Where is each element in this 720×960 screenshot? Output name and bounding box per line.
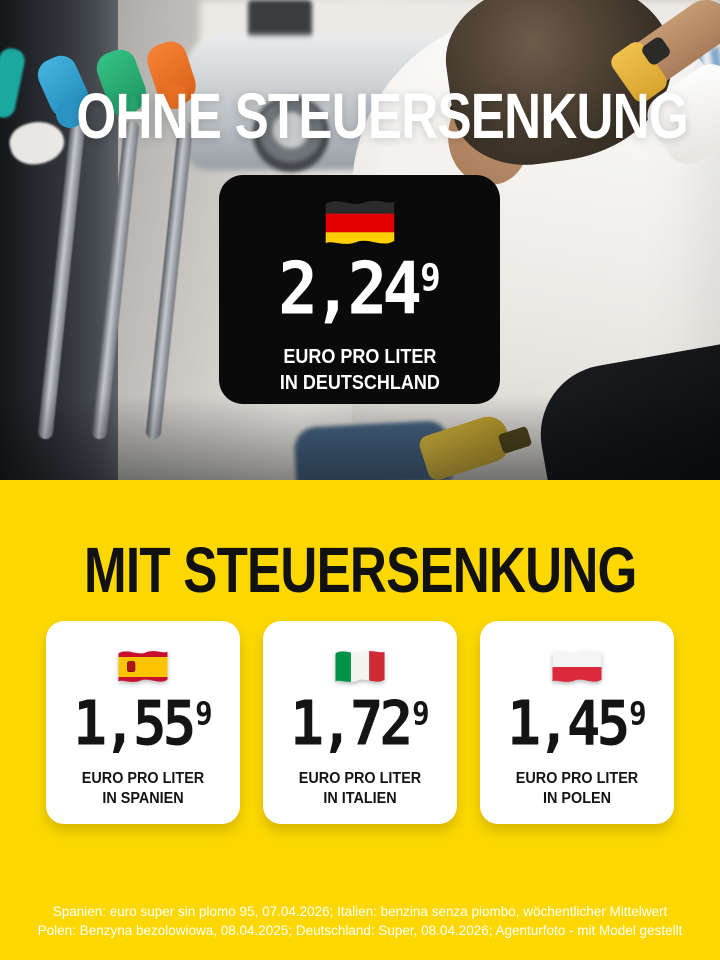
spain-price-value: 1,55 9 <box>73 688 213 760</box>
price-superscript: 9 <box>420 256 441 301</box>
germany-unit-label: EURO PRO LITER IN DEUTSCHLAND <box>279 344 439 396</box>
germany-flag-icon <box>321 195 399 251</box>
italy-price-value: 1,72 9 <box>290 688 430 760</box>
unit-line-2: IN DEUTSCHLAND <box>279 372 440 394</box>
price-superscript: 9 <box>195 694 213 733</box>
blue-nozzle-knob <box>56 100 84 128</box>
poland-price-value: 1,45 9 <box>507 688 647 760</box>
unit-line-1: EURO PRO LITER <box>81 770 205 787</box>
bottom-shade <box>0 395 720 480</box>
poland-unit-label: EURO PRO LITER IN POLEN <box>516 769 638 809</box>
poland-price-card: 1,45 9 EURO PRO LITER IN POLEN <box>480 621 674 824</box>
italy-price-card: 1,72 9 EURO PRO LITER IN ITALIEN <box>263 621 457 824</box>
headline-mit-steuersenkung: MIT STEUERSENKUNG <box>83 534 637 606</box>
unit-line-1: EURO PRO LITER <box>282 346 436 368</box>
spain-price-card: 1,55 9 EURO PRO LITER IN SPANIEN <box>46 621 240 824</box>
unit-line-1: EURO PRO LITER <box>298 770 422 787</box>
green-nozzle-knob <box>112 92 138 118</box>
unit-line-2: IN ITALIEN <box>323 790 397 807</box>
unit-line-2: IN POLEN <box>542 790 611 807</box>
price-superscript: 9 <box>629 694 647 733</box>
germany-price-card: 2,249 EURO PRO LITER IN DEUTSCHLAND <box>219 175 500 404</box>
unit-line-2: IN SPANIEN <box>102 790 184 807</box>
source-footnotes: Spanien: euro super sin plomo 95, 07.04.… <box>0 903 720 940</box>
spain-unit-label: EURO PRO LITER IN SPANIEN <box>82 769 204 809</box>
spain-flag-icon <box>115 647 171 687</box>
footnote-line-2: Polen: Benzyna bezolowiowa, 08.04.2025; … <box>37 922 683 938</box>
footnote-line-1: Spanien: euro super sin plomo 95, 07.04.… <box>52 904 668 919</box>
germany-price-value: 2,249 <box>278 246 441 332</box>
country-cards-row: 1,55 9 EURO PRO LITER IN SPANIEN 1,72 9 EU… <box>46 621 674 824</box>
unit-line-1: EURO PRO LITER <box>515 770 639 787</box>
car-wheel <box>253 96 329 172</box>
price-superscript: 9 <box>412 694 430 733</box>
orange-nozzle-knob <box>162 84 187 109</box>
headline-ohne-steuersenkung: OHNE STEUERSENKUNG <box>76 80 688 152</box>
italy-flag-icon <box>332 647 388 687</box>
poland-flag-icon <box>549 647 605 687</box>
italy-unit-label: EURO PRO LITER IN ITALIEN <box>299 769 421 809</box>
